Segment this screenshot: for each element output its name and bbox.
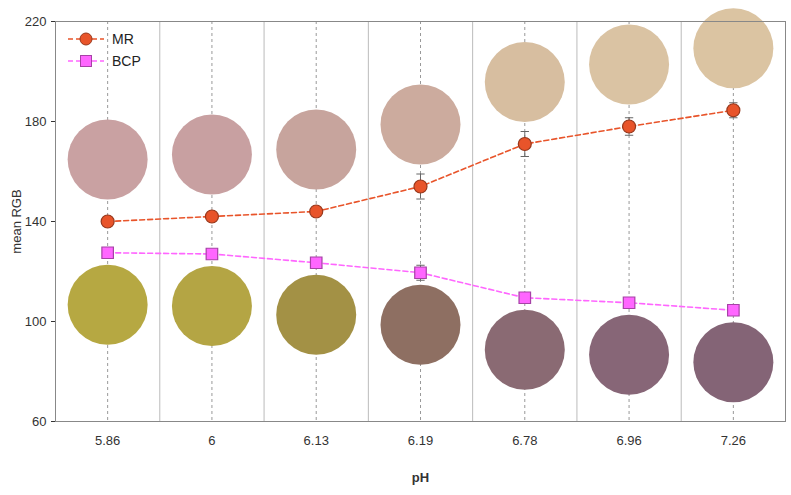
svg-text:mean RGB: mean RGB [9,189,24,253]
svg-text:pH: pH [412,470,429,485]
svg-text:6: 6 [208,433,215,448]
html-text:MR: MR [112,31,134,47]
svg-text:60: 60 [32,414,46,429]
svg-text:220: 220 [25,14,47,29]
svg-text:6.78: 6.78 [512,433,537,448]
svg-text:5.86: 5.86 [95,433,120,448]
svg-text:6.19: 6.19 [408,433,433,448]
svg-text:6.96: 6.96 [616,433,641,448]
svg-text:180: 180 [25,114,47,129]
svg-text:100: 100 [25,314,47,329]
html-text:BCP: BCP [112,53,141,69]
svg-text:140: 140 [25,214,47,229]
svg-text:6.13: 6.13 [304,433,329,448]
svg-text:7.26: 7.26 [721,433,746,448]
